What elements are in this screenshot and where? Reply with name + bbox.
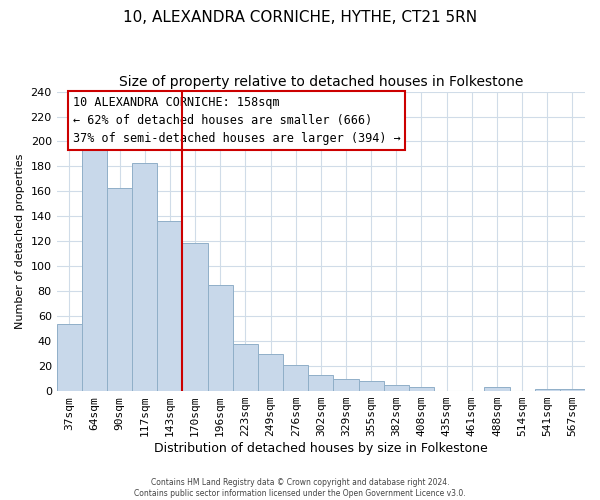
- Bar: [132, 162, 157, 391]
- Bar: [283, 365, 308, 391]
- Bar: [107, 188, 132, 391]
- Title: Size of property relative to detached houses in Folkestone: Size of property relative to detached ho…: [119, 75, 523, 89]
- Bar: [560, 388, 585, 391]
- Bar: [208, 285, 233, 391]
- Bar: [56, 324, 82, 391]
- Bar: [359, 381, 384, 391]
- Bar: [233, 344, 258, 391]
- Bar: [535, 388, 560, 391]
- Bar: [157, 222, 182, 391]
- X-axis label: Distribution of detached houses by size in Folkestone: Distribution of detached houses by size …: [154, 442, 488, 455]
- Bar: [384, 385, 409, 391]
- Text: Contains HM Land Registry data © Crown copyright and database right 2024.
Contai: Contains HM Land Registry data © Crown c…: [134, 478, 466, 498]
- Bar: [334, 378, 359, 391]
- Bar: [409, 388, 434, 391]
- Bar: [82, 142, 107, 391]
- Y-axis label: Number of detached properties: Number of detached properties: [15, 154, 25, 329]
- Bar: [258, 354, 283, 391]
- Bar: [182, 242, 208, 391]
- Text: 10 ALEXANDRA CORNICHE: 158sqm
← 62% of detached houses are smaller (666)
37% of : 10 ALEXANDRA CORNICHE: 158sqm ← 62% of d…: [73, 96, 400, 145]
- Bar: [484, 388, 509, 391]
- Text: 10, ALEXANDRA CORNICHE, HYTHE, CT21 5RN: 10, ALEXANDRA CORNICHE, HYTHE, CT21 5RN: [123, 10, 477, 25]
- Bar: [308, 375, 334, 391]
